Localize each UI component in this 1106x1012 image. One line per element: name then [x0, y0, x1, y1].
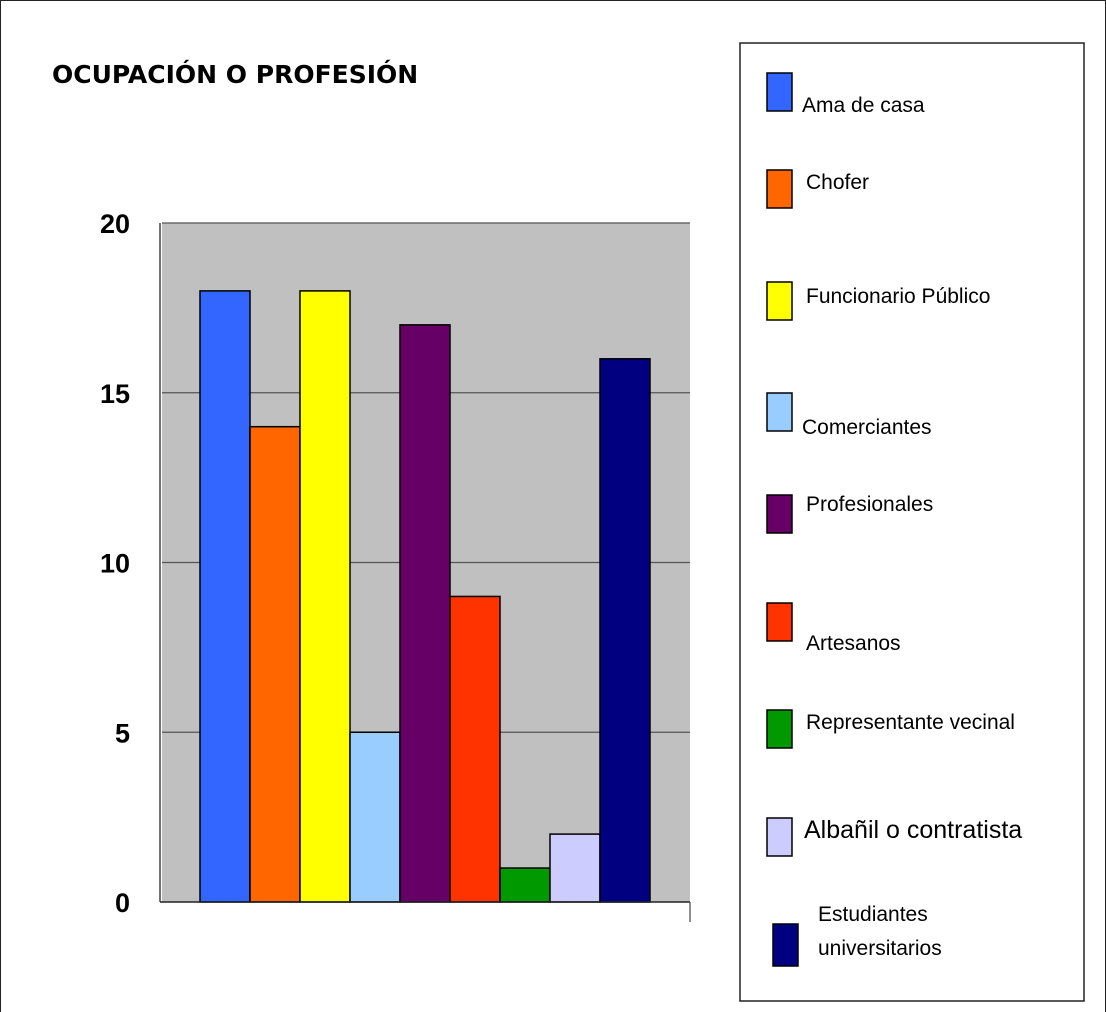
legend-swatch — [766, 281, 793, 321]
legend-label: Comerciantes — [802, 416, 932, 439]
legend-item: Albañil o contratista — [766, 816, 1022, 857]
legend-item: Estudiantes universitarios — [772, 903, 942, 967]
legend-item: Artesanos — [766, 602, 901, 655]
legend-swatch — [772, 923, 799, 967]
legend-label: Albañil o contratista — [804, 816, 1022, 844]
legend-swatch — [766, 817, 793, 857]
bars — [199, 290, 651, 903]
legend-label: Funcionario Público — [806, 285, 990, 308]
legend-swatch — [766, 602, 793, 642]
legend-swatch — [766, 169, 793, 209]
legend-item: Ama de casa — [766, 72, 925, 117]
legend-label: Profesionales — [806, 493, 933, 516]
legend-item: Representante vecinal — [766, 709, 1015, 749]
legend-label-line: Estudiantes — [818, 903, 928, 926]
bar — [549, 833, 601, 903]
legend-box — [739, 42, 1085, 1002]
chart-title: OCUPACIÓN O PROFESIÓN — [52, 60, 419, 89]
y-tick-label: 10 — [100, 549, 130, 579]
legend-item: Chofer — [766, 169, 869, 209]
bar — [349, 731, 401, 903]
legend: Ama de casa Chofer Funcionario Público Come… — [739, 42, 1085, 1002]
axes: 0 5 10 15 20 — [100, 209, 691, 922]
y-tick-label: 5 — [115, 718, 130, 748]
legend-item: Funcionario Público — [766, 281, 990, 321]
legend-item: Comerciantes — [766, 392, 932, 439]
legend-item: Profesionales — [766, 493, 933, 534]
legend-label: Representante vecinal — [806, 711, 1015, 734]
y-tick-label: 0 — [115, 888, 130, 918]
legend-label-line: universitarios — [818, 937, 942, 960]
legend-label: Chofer — [806, 171, 869, 194]
legend-label: Artesanos — [806, 632, 901, 655]
bar — [449, 595, 501, 903]
bar — [399, 324, 451, 903]
legend-swatch — [766, 392, 793, 432]
legend-label: Estudiantes universitarios — [818, 903, 942, 960]
legend-swatch — [766, 709, 793, 749]
legend-label: Ama de casa — [802, 94, 925, 117]
legend-swatch — [766, 494, 793, 534]
bar — [199, 290, 251, 903]
bar — [599, 358, 651, 903]
legend-swatch — [766, 72, 793, 112]
bar — [249, 425, 301, 903]
bar — [499, 867, 551, 903]
y-tick-label: 20 — [100, 209, 130, 239]
bar — [299, 290, 351, 903]
y-tick-label: 15 — [100, 379, 130, 409]
